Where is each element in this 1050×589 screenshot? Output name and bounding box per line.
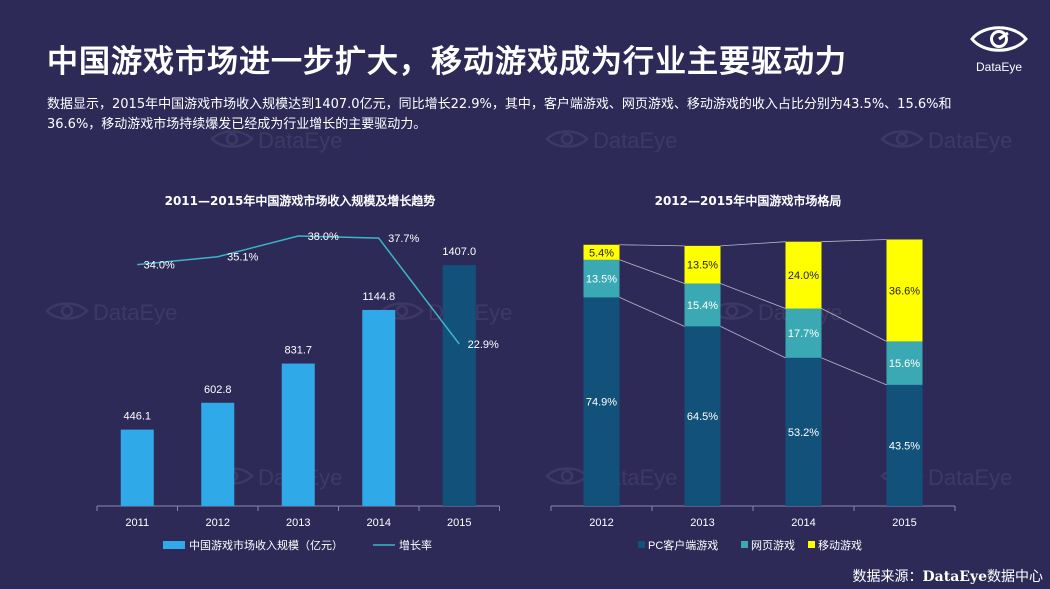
- watermark-text: DataEye: [593, 128, 678, 153]
- watermark-text: DataEye: [928, 465, 1013, 490]
- chart1-growth-line: [137, 235, 460, 345]
- watermark-text: DataEye: [93, 300, 178, 325]
- watermark-text: DataEye: [428, 300, 513, 325]
- chart1-category-label: 2011: [125, 517, 149, 529]
- watermark: DataEye: [380, 300, 512, 326]
- chart2-connector-line: [821, 357, 887, 386]
- chart2-segment-2: [684, 245, 721, 284]
- chart2-legend-label: PC客户端游戏: [648, 538, 718, 552]
- watermark: DataEye: [545, 128, 677, 154]
- chart2-connector-line: [821, 239, 887, 243]
- chart2-segment-label: 36.6%: [889, 285, 920, 297]
- chart2-category-label: 2014: [791, 517, 815, 529]
- chart1-line-label: 35.1%: [227, 252, 258, 264]
- chart1-line-label: 37.7%: [388, 233, 419, 245]
- chart2-title: 2012—2015年中国游戏市场格局: [654, 194, 842, 208]
- source-brand: DataEye: [922, 569, 987, 585]
- watermark-text: DataEye: [928, 128, 1013, 153]
- chart2-category-label: 2012: [589, 517, 613, 529]
- chart2-segment-2: [785, 241, 822, 309]
- chart1-category-label: 2014: [367, 517, 391, 529]
- chart2-connector-line: [619, 259, 685, 284]
- chart1-legend-swatch-bars: [163, 541, 185, 549]
- watermark: DataEye: [210, 465, 342, 491]
- chart2-segment-label: 74.9%: [586, 397, 617, 409]
- watermark: DataEye: [880, 128, 1012, 154]
- watermark-eye-icon: [210, 467, 254, 485]
- chart1-line-label: 38.0%: [308, 231, 339, 243]
- watermark-eye-icon: [545, 467, 589, 485]
- chart1-title: 2011—2015年中国游戏市场收入规模及增长趋势: [164, 194, 436, 208]
- chart2-legend-swatch: [638, 541, 645, 548]
- chart2-connector-line: [619, 244, 685, 247]
- chart2-segment-label: 17.7%: [788, 328, 819, 340]
- chart1-bar-label: 602.8: [204, 384, 232, 396]
- chart1-bar: [120, 429, 154, 506]
- chart2-category-label: 2013: [690, 517, 714, 529]
- watermark: DataEye: [210, 128, 342, 154]
- watermark-eye-icon: [880, 130, 924, 148]
- chart2-legend-swatch: [808, 541, 815, 548]
- chart2-segment-1: [886, 341, 923, 385]
- logo-name: DataEye: [975, 60, 1023, 74]
- page-title: 中国游戏市场进一步扩大，移动游戏成为行业主要驱动力: [47, 44, 847, 80]
- chart2-segment-label: 43.5%: [889, 440, 920, 452]
- chart2-segment-label: 13.5%: [687, 260, 718, 272]
- chart2-segment-label: 13.5%: [586, 274, 617, 286]
- watermark: DataEye: [45, 300, 177, 326]
- watermark-text: DataEye: [258, 128, 343, 153]
- chart2-segment-label: 5.4%: [589, 247, 614, 259]
- chart2-segment-0: [785, 357, 822, 506]
- chart2-connector-line: [720, 326, 786, 359]
- chart1-category-label: 2012: [206, 517, 230, 529]
- chart2-segment-2: [583, 244, 620, 260]
- chart1-category-label: 2013: [286, 517, 310, 529]
- watermark: DataEye: [880, 465, 1012, 491]
- dataeye-logo: DataEye: [968, 22, 1030, 74]
- data-source: 数据来源：DataEye数据中心: [853, 566, 1043, 586]
- watermark: DataEye: [710, 300, 842, 326]
- chart2-segment-0: [684, 326, 721, 506]
- chart2-segment-2: [886, 239, 923, 342]
- chart2-segment-1: [583, 259, 620, 298]
- chart1-bar: [362, 309, 396, 506]
- chart2-connector-line: [720, 241, 786, 247]
- chart2-segment-label: 64.5%: [687, 411, 718, 423]
- description-text: 数据显示，2015年中国游戏市场收入规模达到1407.0亿元，同比增长22.9%…: [47, 97, 952, 132]
- chart1-bar-label: 1407.0: [442, 246, 476, 258]
- watermark-eye-icon: [880, 467, 924, 485]
- chart2-legend-label: 网页游戏: [751, 539, 795, 552]
- chart1-legend-label-line: 增长率: [399, 538, 432, 552]
- chart2-segment-label: 53.2%: [788, 427, 819, 439]
- eye-logo-icon: [970, 26, 1028, 52]
- chart1-legend-label-bars: 中国游戏市场收入规模（亿元）: [189, 538, 343, 552]
- watermark-text: DataEye: [258, 465, 343, 490]
- watermark-text: DataEye: [593, 465, 678, 490]
- chart1-line-label: 22.9%: [468, 339, 499, 351]
- chart2-category-label: 2015: [892, 517, 916, 529]
- chart2-legend-swatch: [741, 541, 748, 548]
- chart1-bar-label: 446.1: [123, 411, 151, 423]
- chart2-segment-label: 15.6%: [889, 358, 920, 370]
- chart2-legend-label: 移动游戏: [818, 539, 862, 552]
- source-suffix: 数据中心: [987, 569, 1043, 585]
- chart2-connector-line: [619, 297, 685, 327]
- chart1-category-label: 2015: [447, 517, 471, 529]
- chart2-segment-label: 24.0%: [788, 270, 819, 282]
- watermark-text: DataEye: [758, 300, 843, 325]
- watermark-eye-icon: [45, 302, 89, 320]
- chart1-line-label: 34.0%: [144, 260, 175, 272]
- watermark-eye-icon: [380, 302, 424, 320]
- source-label: 数据来源：: [852, 569, 923, 585]
- watermark-eye-icon: [710, 302, 754, 320]
- watermark: DataEye: [545, 465, 677, 491]
- watermark-eye-icon: [545, 130, 589, 148]
- chart1-bar-label: 831.7: [284, 345, 312, 357]
- watermark-eye-icon: [210, 130, 254, 148]
